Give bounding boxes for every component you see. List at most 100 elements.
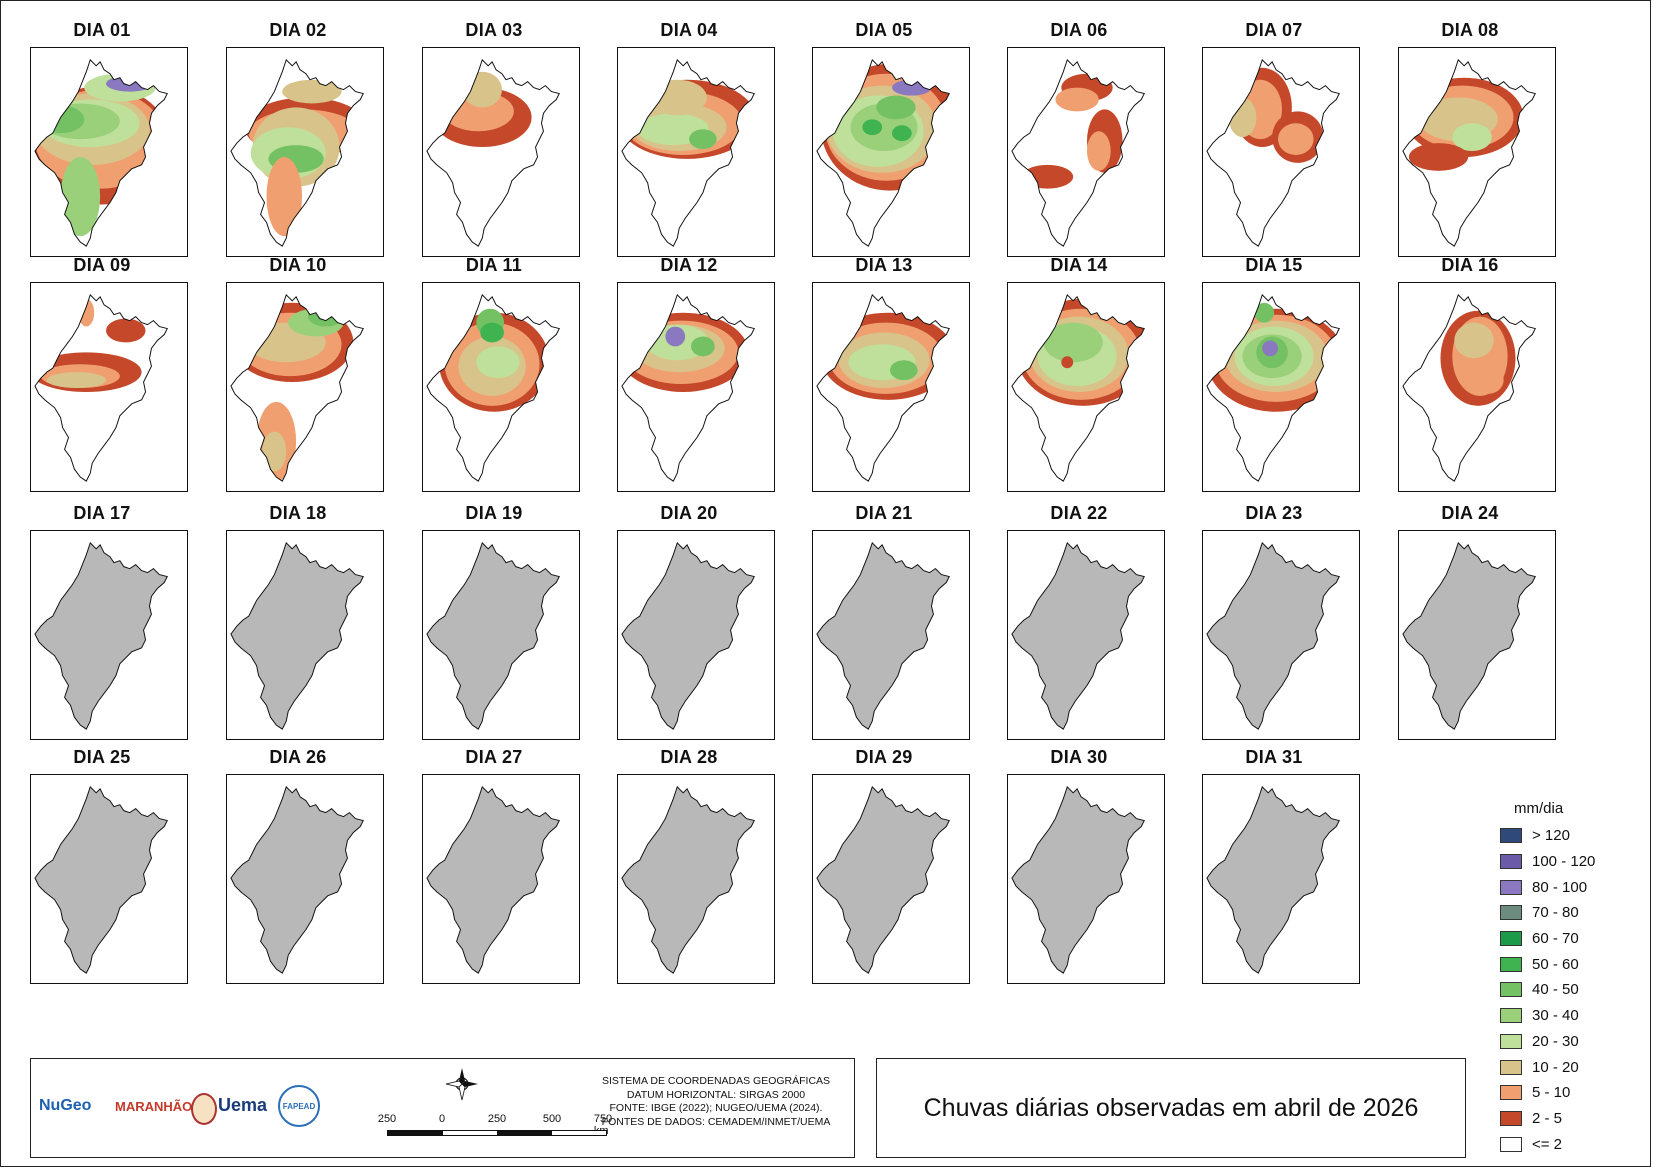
legend-item: > 120 (1500, 823, 1630, 849)
scale-label: 0 (438, 1113, 446, 1125)
rainfall-zone (1452, 123, 1492, 152)
rainfall-zones (1015, 298, 1145, 406)
rainfall-zone (36, 105, 85, 134)
day-title: DIA 24 (1441, 503, 1499, 523)
legend-label: 30 - 40 (1532, 1007, 1579, 1025)
legend-item: 2 - 5 (1500, 1106, 1630, 1132)
day-title: DIA 06 (1050, 20, 1108, 40)
day-panel: DIA 08 (1370, 20, 1570, 260)
state-outline (1011, 785, 1145, 974)
state-map (816, 58, 950, 247)
state-outline (230, 293, 364, 482)
rainfall-zone (1262, 340, 1279, 357)
rainfall-zone (1408, 143, 1469, 171)
legend-item: 70 - 80 (1500, 900, 1630, 926)
rainfall-zone (647, 79, 707, 116)
state-outline (621, 785, 755, 974)
state-outline (230, 58, 364, 247)
state-outline (34, 785, 168, 974)
state-outline (816, 785, 950, 974)
state-outline (230, 785, 364, 974)
rainfall-zones (244, 79, 364, 237)
day-map (226, 530, 384, 740)
day-map (812, 47, 970, 257)
day-title: DIA 14 (1050, 255, 1108, 275)
state-outline (426, 58, 560, 247)
state-map (816, 541, 950, 730)
day-panel: DIA 03 (394, 20, 594, 260)
day-panel: DIA 15 (1174, 255, 1374, 495)
page-title: Chuvas diárias observadas em abril de 20… (923, 1093, 1419, 1122)
state-map (34, 58, 168, 247)
rainfall-zone (78, 298, 95, 327)
day-map (1202, 774, 1360, 984)
rainfall-zone (1086, 131, 1111, 171)
legend-swatch (1500, 1085, 1522, 1101)
legend-swatch (1500, 1059, 1522, 1075)
day-panel: DIA 23 (1174, 503, 1374, 743)
state-outline (230, 541, 364, 730)
day-title: DIA 08 (1441, 20, 1499, 40)
legend-label: > 120 (1532, 827, 1570, 845)
legend-swatch (1500, 1008, 1522, 1024)
state-fill (34, 786, 168, 974)
day-panel: DIA 26 (198, 747, 398, 987)
legend-item: 5 - 10 (1500, 1080, 1630, 1106)
state-outline (34, 293, 168, 482)
day-map (422, 530, 580, 740)
day-title: DIA 10 (269, 255, 327, 275)
legend-label: <= 2 (1532, 1135, 1563, 1153)
state-outline (1206, 541, 1340, 730)
legend-swatch (1500, 854, 1522, 870)
rainfall-zones (820, 63, 950, 191)
day-title: DIA 21 (855, 503, 913, 523)
metadata-line: FONTE: IBGE (2022); NUGEO/UEMA (2024). (609, 1102, 823, 1114)
scale-bar-segments (387, 1130, 607, 1136)
rainfall-zone (1454, 322, 1494, 359)
day-panel: DIA 25 (2, 747, 202, 987)
day-title: DIA 11 (465, 255, 523, 275)
day-map (812, 530, 970, 740)
day-panel: DIA 22 (979, 503, 1179, 743)
fapead-logo: FAPEAD (278, 1085, 320, 1127)
day-map (226, 774, 384, 984)
scale-label: 250 (377, 1113, 397, 1125)
rainfall-zone (1061, 356, 1074, 369)
day-panel: DIA 11 (394, 255, 594, 495)
state-fill (1206, 542, 1340, 730)
day-title: DIA 15 (1245, 255, 1303, 275)
state-map (230, 58, 364, 247)
state-fill (816, 542, 950, 730)
day-title: DIA 22 (1050, 503, 1108, 523)
state-outline (34, 541, 168, 730)
day-title: DIA 27 (465, 747, 523, 767)
state-map (1402, 58, 1536, 247)
day-map (422, 774, 580, 984)
state-outline (1011, 58, 1145, 247)
legend-label: 2 - 5 (1532, 1109, 1563, 1127)
day-title: DIA 31 (1245, 747, 1303, 767)
state-map (816, 293, 950, 482)
legend-swatch (1500, 828, 1522, 844)
day-map (617, 282, 775, 492)
legend: mm/dia > 120 100 - 120 80 - 100 70 - 80 60 -… (1500, 800, 1630, 1157)
legend-label: 60 - 70 (1532, 930, 1579, 948)
state-map (1206, 785, 1340, 974)
rainfall-zones (621, 79, 755, 159)
day-panel: DIA 02 (198, 20, 398, 260)
day-map (1398, 47, 1556, 257)
day-panel: DIA 20 (589, 503, 789, 743)
day-title: DIA 13 (855, 255, 913, 275)
rainfall-zones (1404, 77, 1524, 171)
metadata-line: FONTES DE DADOS: CEMADEM/INMET/UEMA (601, 1115, 831, 1128)
state-fill (1011, 786, 1145, 974)
legend-label: 20 - 30 (1532, 1032, 1579, 1050)
state-outline (621, 541, 755, 730)
day-map (422, 47, 580, 257)
state-map (426, 541, 560, 730)
state-fill (34, 542, 168, 730)
day-panel: DIA 06 (979, 20, 1179, 260)
day-map (617, 47, 775, 257)
state-fill (230, 542, 364, 730)
state-outline (816, 541, 950, 730)
